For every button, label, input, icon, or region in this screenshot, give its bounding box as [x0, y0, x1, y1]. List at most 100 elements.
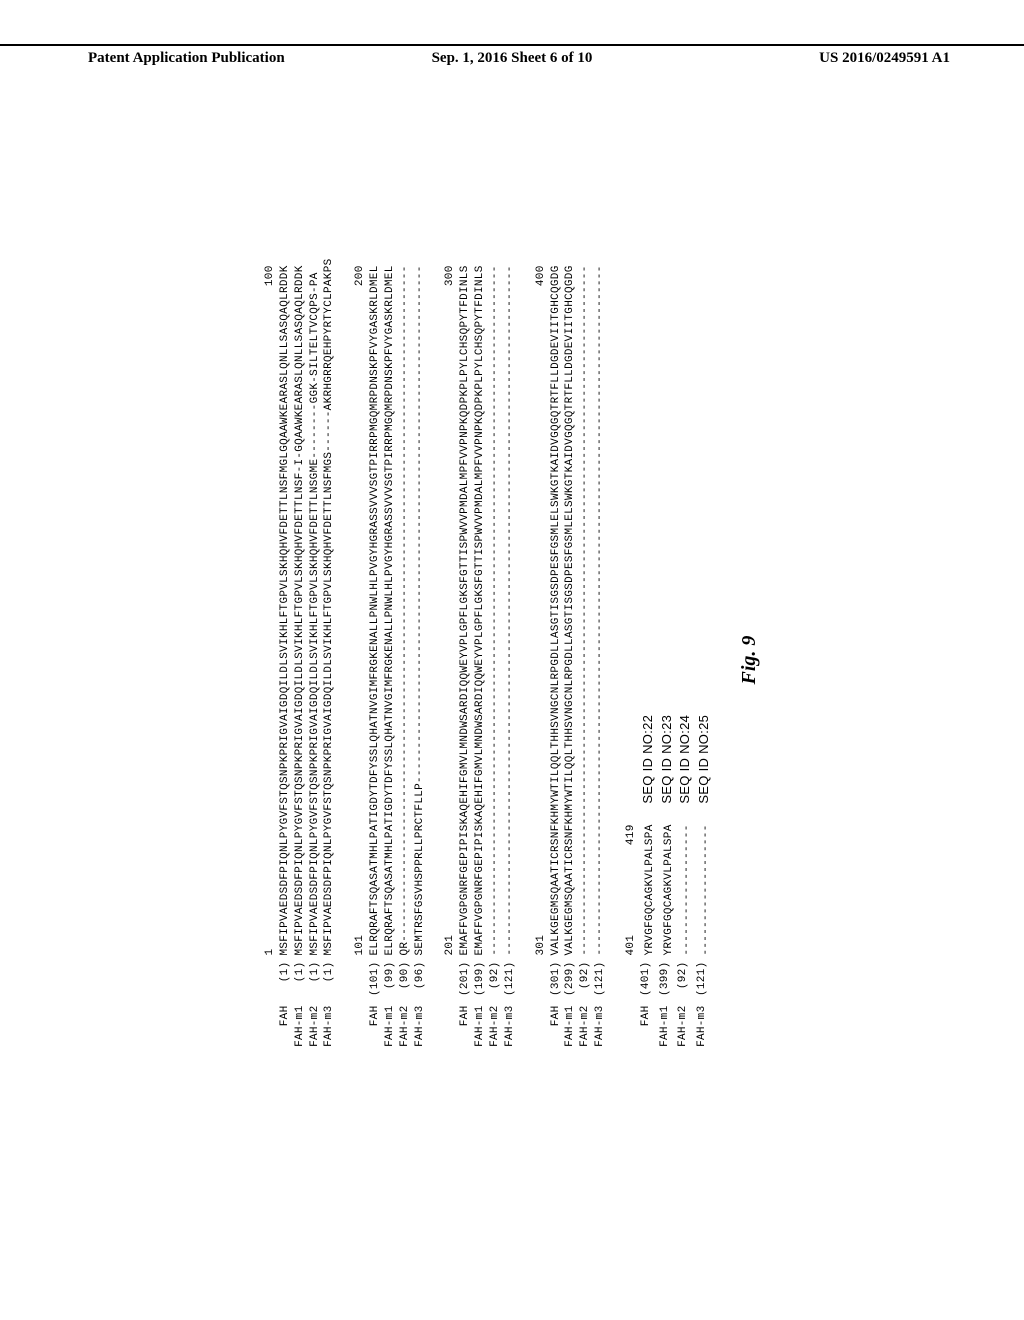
figure-label: Fig. 9	[738, 258, 761, 1061]
row-seq: MSFIPVAEDSDFPIQNLPYGVFSTQSNPKPRIGVAIGDQI…	[322, 258, 337, 955]
row-pos: (301)	[548, 956, 563, 1000]
ruler-seq: 301 400	[534, 258, 549, 955]
row-seq: YRVGFGQCAGKVLPALSPA SEQ ID NO:22	[639, 258, 658, 955]
row-seq: QR--------------------------------------…	[398, 258, 413, 955]
sequence-alignment: XX1 100FAH(1)MSFIPVAEDSDFPIQNLPYGVFSTQSN…	[263, 258, 714, 1061]
row-label: FAH-m2	[398, 1000, 413, 1062]
row-label: FAH-m2	[578, 1000, 593, 1062]
row-pos: (92)	[676, 956, 695, 1000]
ruler-row: XX1 100	[263, 258, 278, 1061]
row-seq: EMAFFVGPGNRFGEPIPISKAQEHIFGMVLMNDWSARDIQ…	[473, 258, 488, 955]
row-pos: (401)	[639, 956, 658, 1000]
header-right: US 2016/0249591 A1	[819, 50, 950, 67]
row-label: FAH-m1	[293, 1000, 308, 1062]
row-pos: (101)	[368, 956, 383, 1000]
row-pos: (1)	[293, 956, 308, 1000]
row-label: FAH	[639, 1000, 658, 1062]
row-seq: MSFIPVAEDSDFPIQNLPYGVFSTQSNPKPRIGVAIGDQI…	[278, 258, 293, 955]
row-seq: ELRQRAFTSQASATMHLPATIGDYTDFYSSLQHATNVGIM…	[383, 258, 398, 955]
row-label: FAH-m3	[695, 1000, 714, 1062]
row-seq: ELRQRAFTSQASATMHLPATIGDYTDFYSSLQHATNVGIM…	[368, 258, 383, 955]
seq-id: SEQ ID NO:23	[659, 715, 674, 804]
row-seq: YRVGFGQCAGKVLPALSPA SEQ ID NO:23	[658, 258, 677, 955]
alignment-row: FAH-m1(399)YRVGFGQCAGKVLPALSPA SEQ ID NO…	[658, 258, 677, 1061]
ruler-seq: 101 200	[353, 258, 368, 955]
row-label: FAH	[368, 1000, 383, 1062]
row-label: FAH	[458, 1000, 473, 1062]
row-pos: (121)	[695, 956, 714, 1000]
alignment-row: FAH(1)MSFIPVAEDSDFPIQNLPYGVFSTQSNPKPRIGV…	[278, 258, 293, 1061]
alignment-block: XX301 400FAH(301)VALKGEGMSQAATICRSNFKHMY…	[534, 258, 608, 1061]
row-pos: (121)	[593, 956, 608, 1000]
row-pos: (201)	[458, 956, 473, 1000]
row-label: FAH-m3	[322, 1000, 337, 1062]
alignment-row: FAH(301)VALKGEGMSQAATICRSNFKHMYWTILQQLTH…	[548, 258, 563, 1061]
seq-id: SEQ ID NO:22	[640, 715, 655, 804]
alignment-row: FAH-m2(1)MSFIPVAEDSDFPIQNLPYGVFSTQSNPKPR…	[307, 258, 322, 1061]
row-label: FAH-m3	[503, 1000, 518, 1062]
row-seq: ----------------------------------------…	[593, 258, 608, 955]
row-pos: (299)	[563, 956, 578, 1000]
alignment-row: FAH(101)ELRQRAFTSQASATMHLPATIGDYTDFYSSLQ…	[368, 258, 383, 1061]
row-label: FAH-m1	[383, 1000, 398, 1062]
ruler-seq: 1 100	[263, 258, 278, 955]
alignment-row: FAH-m2(92)------------------------------…	[488, 258, 503, 1061]
row-seq: ----------------------------------------…	[488, 258, 503, 955]
row-pos: (199)	[473, 956, 488, 1000]
alignment-row: FAH(201)EMAFFVGPGNRFGEPIPISKAQEHIFGMVLMN…	[458, 258, 473, 1061]
ruler-row: XX201 300	[443, 258, 458, 1061]
row-pos: (96)	[413, 956, 428, 1000]
alignment-row: FAH-m3(121)-----------------------------…	[503, 258, 518, 1061]
ruler-seq: 201 300	[443, 258, 458, 955]
row-label: FAH-m1	[563, 1000, 578, 1062]
alignment-block: XX101 200FAH(101)ELRQRAFTSQASATMHLPATIGD…	[353, 258, 427, 1061]
alignment-row: FAH-m2(92)------------------- SEQ ID NO:…	[676, 258, 695, 1061]
row-label: FAH	[548, 1000, 563, 1062]
row-label: FAH	[278, 1000, 293, 1062]
row-label: FAH-m2	[307, 1000, 322, 1062]
alignment-row: FAH-m1(299)VALKGEGMSQAATICRSNFKHMYWTILQQ…	[563, 258, 578, 1061]
row-pos: (121)	[503, 956, 518, 1000]
alignment-row: FAH-m2(90)QR----------------------------…	[398, 258, 413, 1061]
row-pos: (399)	[658, 956, 677, 1000]
row-seq: SEMTRSFGSVHSPPRLLPRCTFLLP---------------…	[413, 258, 428, 955]
alignment-row: FAH-m3(96)SEMTRSFGSVHSPPRLLPRCTFLLP-----…	[413, 258, 428, 1061]
header-left: Patent Application Publication	[88, 50, 285, 67]
alignment-row: FAH(401)YRVGFGQCAGKVLPALSPA SEQ ID NO:22	[639, 258, 658, 1061]
seq-id: SEQ ID NO:25	[696, 715, 711, 804]
alignment-row: FAH-m1(1)MSFIPVAEDSDFPIQNLPYGVFSTQSNPKPR…	[293, 258, 308, 1061]
row-label: FAH-m3	[413, 1000, 428, 1062]
alignment-block: XX201 300FAH(201)EMAFFVGPGNRFGEPIPISKAQE…	[443, 258, 517, 1061]
row-label: FAH-m1	[473, 1000, 488, 1062]
row-seq: MSFIPVAEDSDFPIQNLPYGVFSTQSNPKPRIGVAIGDQI…	[307, 258, 322, 955]
row-label: FAH-m2	[676, 1000, 695, 1062]
row-seq: ------------------- SEQ ID NO:24	[676, 258, 695, 955]
row-seq: VALKGEGMSQAATICRSNFKHMYWTILQQLTHHSVNGCNL…	[548, 258, 563, 955]
row-pos: (1)	[278, 956, 293, 1000]
row-pos: (92)	[578, 956, 593, 1000]
alignment-row: FAH-m1(99)ELRQRAFTSQASATMHLPATIGDYTDFYSS…	[383, 258, 398, 1061]
alignment-row: FAH-m2(92)------------------------------…	[578, 258, 593, 1061]
alignment-row: FAH-m3(121)------------------- SEQ ID NO…	[695, 258, 714, 1061]
ruler-row: XX401 419	[624, 258, 639, 1061]
header-center: Sep. 1, 2016 Sheet 6 of 10	[432, 50, 593, 67]
alignment-row: FAH-m3(121)-----------------------------…	[593, 258, 608, 1061]
seq-id: SEQ ID NO:24	[677, 715, 692, 804]
row-seq: ------------------- SEQ ID NO:25	[695, 258, 714, 955]
row-label: FAH-m1	[658, 1000, 677, 1062]
alignment-figure: XX1 100FAH(1)MSFIPVAEDSDFPIQNLPYGVFSTQSN…	[263, 258, 761, 1061]
row-seq: VALKGEGMSQAATICRSNFKHMYWTILQQLTHHSVNGCNL…	[563, 258, 578, 955]
alignment-row: FAH-m3(1)MSFIPVAEDSDFPIQNLPYGVFSTQSNPKPR…	[322, 258, 337, 1061]
row-seq: ----------------------------------------…	[578, 258, 593, 955]
alignment-row: FAH-m1(199)EMAFFVGPGNRFGEPIPISKAQEHIFGMV…	[473, 258, 488, 1061]
row-seq: MSFIPVAEDSDFPIQNLPYGVFSTQSNPKPRIGVAIGDQI…	[293, 258, 308, 955]
ruler-seq: 401 419	[624, 258, 639, 955]
page-header: Patent Application Publication Sep. 1, 2…	[0, 44, 1024, 67]
row-seq: EMAFFVGPGNRFGEPIPISKAQEHIFGMVLMNDWSARDIQ…	[458, 258, 473, 955]
row-pos: (1)	[322, 956, 337, 1000]
row-pos: (1)	[307, 956, 322, 1000]
row-pos: (92)	[488, 956, 503, 1000]
row-pos: (99)	[383, 956, 398, 1000]
alignment-block: XX401 419FAH(401)YRVGFGQCAGKVLPALSPA SEQ…	[624, 258, 714, 1061]
alignment-block: XX1 100FAH(1)MSFIPVAEDSDFPIQNLPYGVFSTQSN…	[263, 258, 337, 1061]
